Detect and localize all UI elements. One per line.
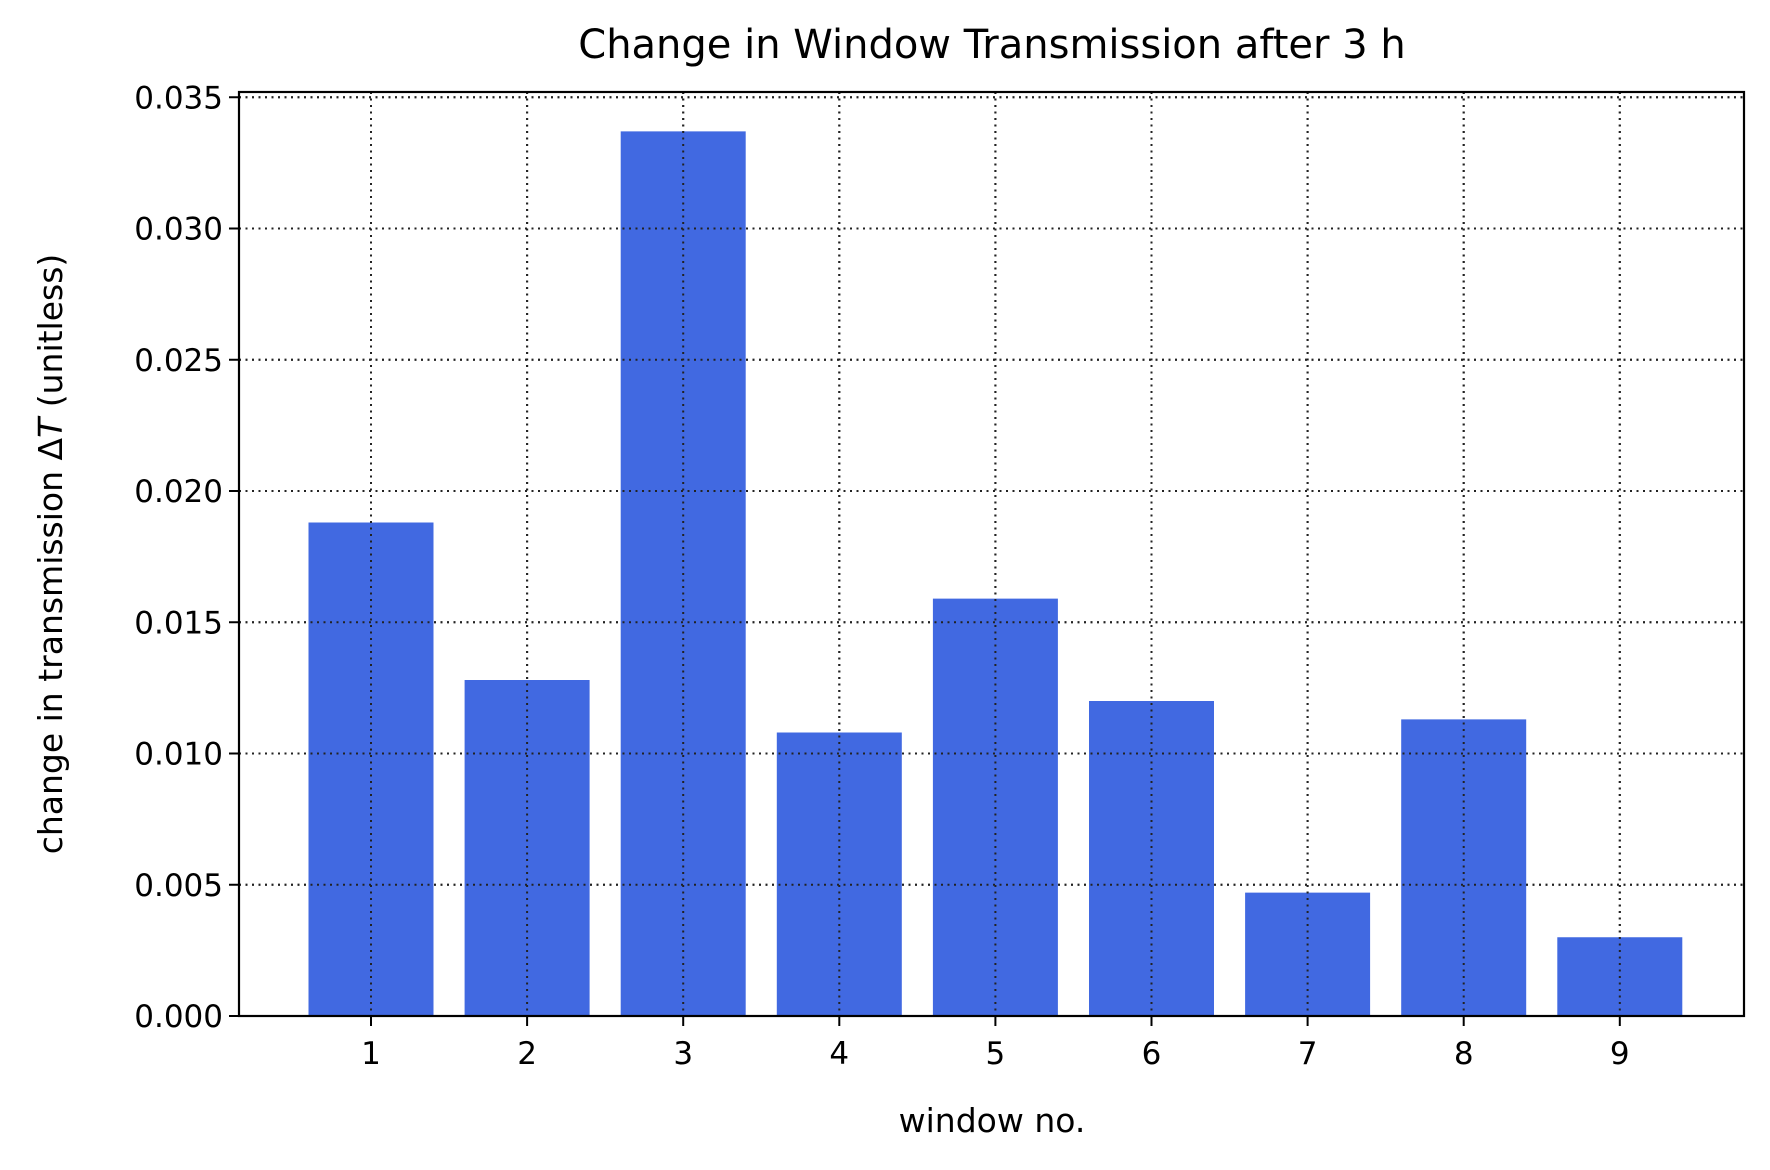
x-tick-label: 8 [1454, 1036, 1474, 1072]
x-tick-label: 5 [986, 1036, 1006, 1072]
x-tick-label: 4 [829, 1036, 849, 1072]
bar-window-6 [1089, 701, 1214, 1016]
bar-window-8 [1401, 719, 1527, 1016]
y-tick-label: 0.020 [134, 474, 223, 510]
y-axis-label-prefix: change in transmission Δ [31, 437, 70, 854]
plot-frame [237, 90, 1746, 1018]
chart-title: Change in Window Transmission after 3 h [578, 22, 1405, 68]
y-axis-label-variable: T [31, 415, 70, 438]
x-axis-ticks: 1 2 3 4 5 6 7 8 9 [361, 1016, 1630, 1072]
bar-window-4 [776, 732, 902, 1016]
y-tick-label: 0.030 [134, 212, 223, 248]
x-tick-label: 1 [361, 1036, 381, 1072]
x-tick-label: 3 [673, 1036, 693, 1072]
x-tick-label: 9 [1610, 1036, 1630, 1072]
x-tick-label: 6 [1142, 1036, 1162, 1072]
x-tick-label: 2 [517, 1036, 537, 1072]
y-axis-label: change in transmission ΔT (unitless) [31, 254, 70, 855]
y-tick-label: 0.025 [134, 343, 223, 379]
y-tick-label: 0.000 [134, 999, 223, 1035]
y-axis-ticks: 0.000 0.005 0.010 0.015 0.020 0.025 0.030 0.035 [134, 80, 239, 1035]
y-tick-label: 0.010 [134, 737, 223, 773]
y-tick-label: 0.005 [134, 868, 223, 904]
y-tick-label: 0.015 [134, 605, 223, 641]
x-axis-label: window no. [899, 1101, 1086, 1140]
y-tick-label: 0.035 [134, 80, 223, 116]
bar-window-7 [1245, 892, 1371, 1016]
x-tick-label: 7 [1298, 1036, 1318, 1072]
grid-lines-overlay [239, 92, 1744, 1017]
y-axis-label-suffix: (unitless) [31, 254, 70, 418]
